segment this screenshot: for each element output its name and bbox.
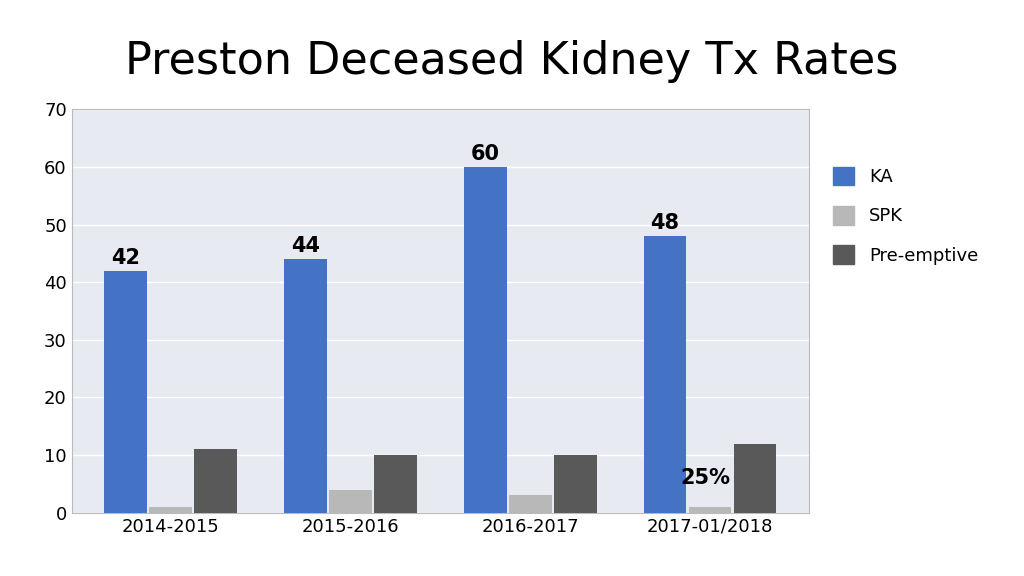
Bar (104, 271, 147, 513)
Legend: KA, SPK, Pre-emptive: KA, SPK, Pre-emptive (833, 167, 978, 264)
Bar (374, 455, 417, 513)
Bar (509, 495, 552, 513)
Text: Preston Deceased Kidney Tx Rates: Preston Deceased Kidney Tx Rates (125, 40, 899, 84)
Bar (733, 444, 776, 513)
Text: 48: 48 (650, 213, 680, 233)
Bar (195, 449, 237, 513)
Text: 42: 42 (112, 248, 140, 268)
Bar (644, 236, 686, 513)
Text: 44: 44 (291, 236, 319, 256)
Text: 25%: 25% (680, 468, 730, 488)
Bar (284, 259, 327, 513)
Bar (150, 507, 191, 513)
Bar (329, 490, 372, 513)
Text: 60: 60 (471, 144, 500, 164)
Bar (554, 455, 597, 513)
Bar (689, 507, 731, 513)
Bar (464, 167, 507, 513)
